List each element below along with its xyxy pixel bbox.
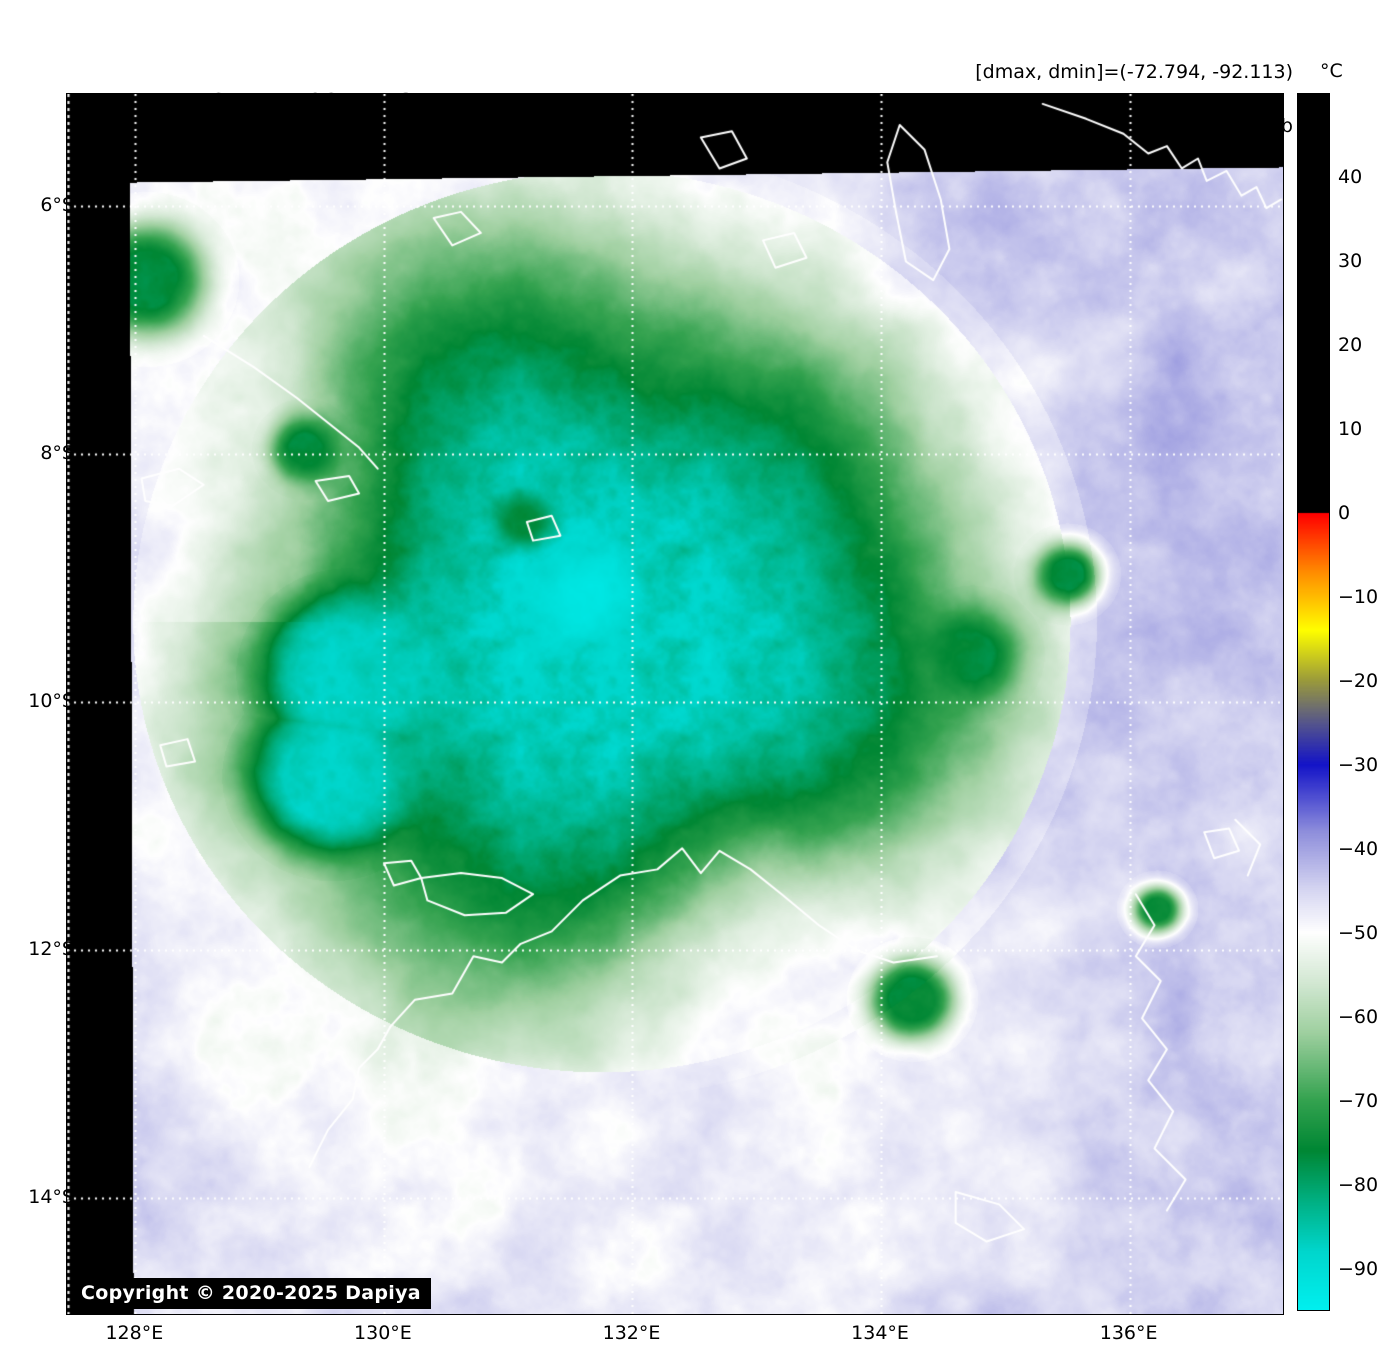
colorbar [1297, 93, 1330, 1311]
colorbar-tick-label: −90 [1338, 1258, 1379, 1280]
colorbar-tick-label: 0 [1338, 502, 1351, 524]
colorbar-tick-label: 10 [1338, 418, 1363, 440]
colorbar-unit-label: °C [1320, 60, 1343, 82]
colorbar-tick-label: −10 [1338, 586, 1379, 608]
colorbar-tick-label: 40 [1338, 166, 1363, 188]
longitude-tick-label: 130°E [354, 1322, 412, 1344]
colorbar-gradient [1298, 94, 1329, 1310]
copyright-watermark: Copyright © 2020-2025 Dapiya [73, 1278, 431, 1309]
colorbar-tick-label: −60 [1338, 1006, 1379, 1028]
colorbar-tick-label: −40 [1338, 838, 1379, 860]
satellite-image-plot: Copyright © 2020-2025 Dapiya [66, 93, 1284, 1315]
longitude-tick-label: 134°E [851, 1322, 909, 1344]
colorbar-tick-label: −70 [1338, 1090, 1379, 1112]
longitude-tick-label: 132°E [602, 1322, 661, 1344]
longitude-tick-label: 136°E [1099, 1322, 1158, 1344]
longitude-tick-label: 128°E [105, 1322, 164, 1344]
colorbar-tick-label: −20 [1338, 670, 1379, 692]
colorbar-tick-label: −80 [1338, 1174, 1379, 1196]
latitude-tick-label: 6°S [40, 193, 74, 216]
latitude-tick-label: 12°S [28, 938, 74, 961]
colorbar-tick-label: −50 [1338, 922, 1379, 944]
data-range-label: [dmax, dmin]=(-72.794, -92.113) [975, 60, 1293, 83]
latitude-tick-label: 14°S [28, 1186, 74, 1209]
colorbar-tick-label: 30 [1338, 250, 1363, 272]
latitude-tick-label: 10°S [28, 689, 74, 712]
satellite-imagery-canvas [67, 94, 1283, 1314]
colorbar-tick-label: 20 [1338, 334, 1363, 356]
latitude-tick-label: 8°S [40, 441, 74, 464]
colorbar-tick-label: −30 [1338, 754, 1379, 776]
